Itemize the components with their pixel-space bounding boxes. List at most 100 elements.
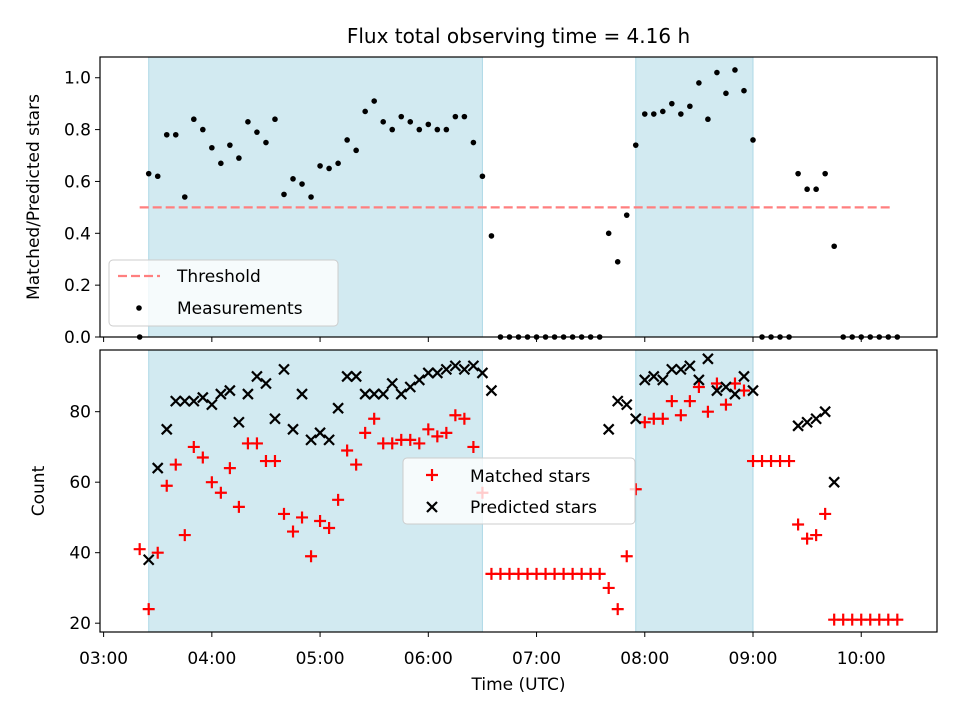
predicted-star-point (323, 434, 335, 446)
y-tick-label: 0.4 (64, 224, 91, 244)
measurement-point (750, 137, 756, 143)
matched-star-point (178, 529, 191, 542)
predicted-star-point (828, 476, 840, 488)
matched-star-point (783, 455, 796, 468)
predicted-star-point (332, 402, 344, 414)
matched-star-point (187, 440, 200, 453)
top-axes-frame (99, 56, 938, 338)
measurement-point (741, 87, 747, 94)
matched-star-point (701, 405, 714, 418)
legend-box (402, 457, 636, 525)
predicted-star-point (206, 398, 218, 411)
legend-box (108, 259, 339, 327)
predicted-star-point (251, 370, 263, 383)
measurement-point (822, 170, 828, 177)
measurement-point (605, 230, 612, 237)
matched-star-point (801, 532, 814, 545)
ratio-plot: 0.0 0.2 0.4 0.6 0.8 1.0 Matched/Predicted sta… (24, 56, 938, 348)
predicted-star-point (404, 381, 417, 393)
measurement-point (263, 139, 269, 146)
measurement-point (632, 142, 639, 148)
predicted-star-point (711, 384, 723, 397)
matched-star-point (819, 507, 832, 520)
measurement-point (272, 116, 278, 123)
measurement-point (290, 176, 296, 182)
predicted-star-point (368, 388, 380, 400)
predicted-star-point (738, 370, 750, 383)
x-axis: 03:00 04:00 05:00 06:00 07:00 08:00 09:00 10:00 (79, 632, 886, 669)
measurement-point (696, 80, 702, 86)
legend-predicted-swatch (426, 501, 438, 513)
count-points (133, 353, 904, 626)
measurement-point (614, 259, 621, 265)
x-tick-label: 10:00 (837, 649, 886, 669)
predicted-star-point (801, 416, 813, 429)
predicted-star-point (296, 388, 308, 400)
matched-star-point (386, 437, 399, 450)
predicted-star-point (611, 395, 624, 407)
bottom-axes-frame (99, 349, 938, 633)
measurement-point (804, 186, 810, 193)
predicted-star-point (169, 395, 182, 407)
matched-star-point (214, 486, 227, 499)
measurement-point (416, 126, 423, 133)
bottom-y-axis: 20 40 60 80 (69, 403, 100, 634)
measurement-point (723, 90, 729, 97)
predicted-star-point (413, 374, 426, 386)
x-tick-label: 07:00 (512, 649, 561, 669)
shaded-interval (635, 56, 754, 338)
predicted-star-point (431, 367, 444, 379)
matched-star-point (250, 437, 263, 450)
matched-star-point (656, 412, 669, 425)
predicted-star-point (151, 462, 164, 474)
predicted-star-point (160, 423, 173, 436)
measurement-point (308, 194, 314, 200)
predicted-star-point (792, 420, 804, 432)
matched-star-point (196, 451, 209, 464)
measurement-point (687, 103, 693, 110)
predicted-star-point (314, 427, 326, 439)
measurement-point (425, 121, 432, 128)
predicted-star-point (747, 384, 759, 397)
predicted-star-point (287, 423, 299, 436)
matched-star-point (674, 409, 687, 422)
measurement-point (678, 111, 684, 117)
predicted-star-point (395, 388, 408, 400)
predicted-star-point (305, 434, 317, 446)
matched-star-point (620, 550, 633, 563)
measurement-point (335, 160, 341, 167)
measurement-point (218, 160, 224, 167)
measurement-point (145, 170, 152, 177)
measurement-point (353, 147, 359, 154)
measurement-point (236, 155, 242, 161)
matched-star-point (277, 507, 290, 520)
legend-predicted-label: Predicted stars (470, 498, 597, 518)
top-y-axis: 0.0 0.2 0.4 0.6 0.8 1.0 (64, 69, 100, 348)
predicted-star-point (278, 363, 290, 376)
matched-star-point (431, 430, 444, 443)
measurement-point (172, 131, 179, 138)
predicted-star-point (341, 370, 353, 383)
predicted-star-point (449, 360, 462, 372)
predicted-star-point (657, 374, 669, 386)
predicted-star-point (188, 395, 200, 407)
measurement-point (650, 111, 657, 117)
predicted-star-point (179, 395, 191, 407)
matched-star-point (314, 514, 327, 527)
measurement-point (813, 186, 819, 193)
measurement-point (669, 100, 675, 107)
measurement-point (714, 69, 720, 76)
measurement-point (443, 126, 450, 133)
measurement-point (795, 170, 801, 177)
predicted-star-point (638, 374, 651, 386)
matched-star-point (368, 412, 381, 425)
measurement-point (831, 243, 837, 250)
matched-star-point (440, 426, 453, 439)
measurement-point (641, 111, 648, 117)
legend-matched-label: Matched stars (470, 467, 590, 487)
predicted-star-point (377, 388, 389, 400)
measurement-point (371, 98, 377, 104)
y-tick-label: 0.6 (64, 172, 91, 192)
